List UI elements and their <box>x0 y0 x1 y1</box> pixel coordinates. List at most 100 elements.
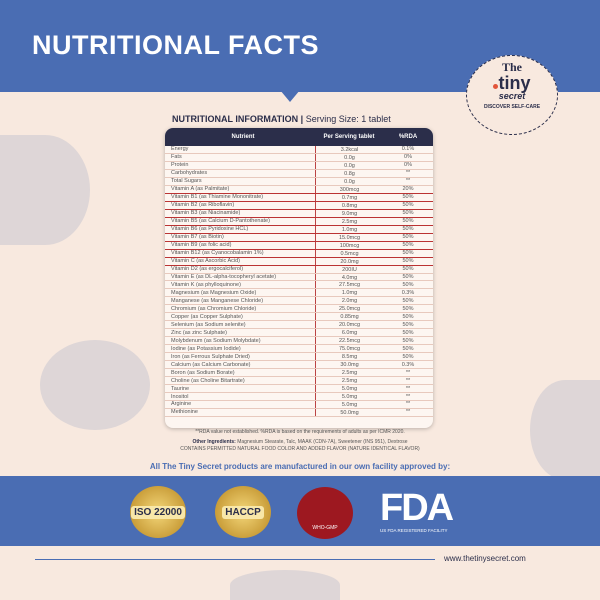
rda-value: 50% <box>402 234 414 241</box>
nutrient-name: Calcium (as Calcium Carbonate) <box>171 361 251 368</box>
rda-value: 50% <box>402 353 414 360</box>
rda-value: 50% <box>402 266 414 273</box>
nutrient-name: Taurine <box>171 385 190 392</box>
nutrient-name: Vitamin K (as phylloquinone) <box>171 281 241 288</box>
nutrient-name: Choline (as Choline Bitartrate) <box>171 377 245 384</box>
rda-value: 50% <box>402 242 414 249</box>
per-serving-value: 0.7mg <box>315 193 383 201</box>
nutrition-table: Nutrient Per Serving tablet %RDA Energy 3… <box>165 128 433 428</box>
table-row: Taurine 5.0mg ** <box>165 385 433 394</box>
table-row: Molybdenum (as Sodium Molybdate) 22.5mcg 5… <box>165 337 433 346</box>
per-serving-value: 3.2kcal <box>315 146 383 153</box>
nutrient-name: Zinc (as zinc Sulphate) <box>171 329 227 336</box>
per-serving-value: 300mcg <box>315 185 383 193</box>
per-serving-value: 0.8mg <box>315 201 383 209</box>
per-serving-value: 0.0g <box>315 161 383 169</box>
rda-value: 50% <box>402 329 414 336</box>
per-serving-value: 20.0mg <box>315 257 383 265</box>
table-row: Calcium (as Calcium Carbonate) 30.0mg 0.3% <box>165 361 433 370</box>
per-serving-value: 27.5mcg <box>315 281 383 288</box>
table-row: Magnesium (as Magnesium Oxide) 1.0mg 0.3% <box>165 289 433 298</box>
rda-value: 0.3% <box>401 289 415 296</box>
rda-value: 50% <box>402 297 414 304</box>
rda-value: 50% <box>402 321 414 328</box>
nutrient-name: Selenium (as Sodium selenite) <box>171 321 246 328</box>
table-row: Vitamin B3 (as Niacinamide) 9.0mg 50% <box>165 209 433 218</box>
table-row: Vitamin B5 (as Calcium D-Pantothenate) 2.… <box>165 217 433 226</box>
per-serving-value: 50.0mg <box>315 408 383 416</box>
nutrient-name: Arginine <box>171 401 192 408</box>
rda-value: 50% <box>402 226 414 233</box>
per-serving-value: 5.0mg <box>315 401 383 408</box>
table-row: Choline (as Choline Bitartrate) 2.5mg ** <box>165 377 433 386</box>
per-serving-value: 0.5mcg <box>315 249 383 257</box>
per-serving-value: 20.0mcg <box>315 321 383 328</box>
ingredients-note: Other Ingredients: Magnesium Stearate, T… <box>180 439 420 452</box>
table-row: Vitamin B1 (as Thiamine Mononitrate) 0.7m… <box>165 193 433 202</box>
nutrient-name: Vitamin B1 (as Thiamine Mononitrate) <box>171 194 264 201</box>
rda-value: ** <box>405 385 411 392</box>
nutrient-name: Protein <box>171 162 189 169</box>
table-title: NUTRITIONAL INFORMATION | Serving Size: … <box>172 114 391 124</box>
nutrient-name: Chromium (as Chromium Chloride) <box>171 305 257 312</box>
rda-value: 50% <box>402 281 414 288</box>
table-row: Vitamin B7 (as Biotin) 15.0mcg 50% <box>165 233 433 242</box>
rda-value: 50% <box>402 345 414 352</box>
nutrient-name: Energy <box>171 146 189 153</box>
rda-value: ** <box>405 393 411 400</box>
nutrient-name: Iodine (as Potassium Iodide) <box>171 345 241 352</box>
decor-blob <box>0 135 90 245</box>
table-row: Vitamin B2 (as Riboflavin) 0.8mg 50% <box>165 201 433 210</box>
nutrient-name: Vitamin E (as DL-alpha-tocopheryl acetat… <box>171 273 277 280</box>
rda-value: ** <box>405 409 411 416</box>
nutrient-name: Copper (as Copper Sulphate) <box>171 313 243 320</box>
table-row: Protein 0.0g 0% <box>165 161 433 170</box>
per-serving-value: 30.0mg <box>315 361 383 368</box>
website-link[interactable]: www.thetinysecret.com <box>444 554 526 563</box>
per-serving-value: 4.0mg <box>315 273 383 281</box>
table-row: Zinc (as zinc Sulphate) 6.0mg 50% <box>165 329 433 338</box>
nutrient-name: Vitamin B12 (as Cyanocobalamin 1%) <box>171 250 264 257</box>
per-serving-value: 1.0mg <box>315 225 383 233</box>
per-serving-value: 2.5mg <box>315 377 383 384</box>
rda-value: ** <box>405 377 411 384</box>
decor-blob <box>230 570 340 600</box>
nutrient-name: Iron (as Ferrous Sulphate Dried) <box>171 353 250 360</box>
table-row: Total Sugars 0.0g ** <box>165 177 433 186</box>
rda-value: 0% <box>404 154 412 161</box>
table-row: Carbohydrates 0.8g ** <box>165 169 433 178</box>
table-row: Iodine (as Potassium Iodide) 75.0mcg 50% <box>165 345 433 354</box>
rda-value: 0.3% <box>401 361 415 368</box>
decor-blob <box>40 340 150 430</box>
certification-heading: All The Tiny Secret products are manufac… <box>149 462 451 471</box>
nutrient-name: Vitamin D2 (as ergocalciferol) <box>171 266 244 273</box>
per-serving-value: 6.0mg <box>315 329 383 336</box>
logo-text: secret <box>498 91 526 101</box>
table-row: Vitamin B9 (as folic acid) 100mcg 50% <box>165 241 433 250</box>
per-serving-value: 100mcg <box>315 241 383 249</box>
table-row: Methionine 50.0mg ** <box>165 408 433 417</box>
table-row: Selenium (as Sodium selenite) 20.0mcg 50% <box>165 321 433 330</box>
nutrient-name: Molybdenum (as Sodium Molybdate) <box>171 337 261 344</box>
rda-value: 50% <box>402 218 414 225</box>
rda-value: 0% <box>404 162 412 169</box>
per-serving-value: 2.5mg <box>315 217 383 225</box>
rda-value: 0.1% <box>401 146 415 153</box>
rda-value: 20% <box>402 186 414 193</box>
logo-dot-icon <box>493 84 499 89</box>
rda-value: 50% <box>402 305 414 312</box>
nutrient-name: Manganese (as Manganese Chloride) <box>171 297 264 304</box>
column-header: %RDA <box>398 134 418 140</box>
per-serving-value: 8.5mg <box>315 353 383 360</box>
rda-value: 50% <box>402 313 414 320</box>
brand-logo: The tiny secret DISCOVER SELF-CARE <box>466 55 558 135</box>
table-header: Nutrient Per Serving tablet %RDA <box>165 128 433 146</box>
table-row: Iron (as Ferrous Sulphate Dried) 8.5mg 50% <box>165 353 433 362</box>
table-row: Arginine 5.0mg ** <box>165 401 433 409</box>
rda-value: 50% <box>402 210 414 217</box>
per-serving-value: 2.5mg <box>315 369 383 376</box>
per-serving-value: 5.0mg <box>315 385 383 392</box>
rda-value: ** <box>405 170 411 177</box>
rda-value: ** <box>405 178 411 185</box>
per-serving-value: 0.0g <box>315 153 383 161</box>
